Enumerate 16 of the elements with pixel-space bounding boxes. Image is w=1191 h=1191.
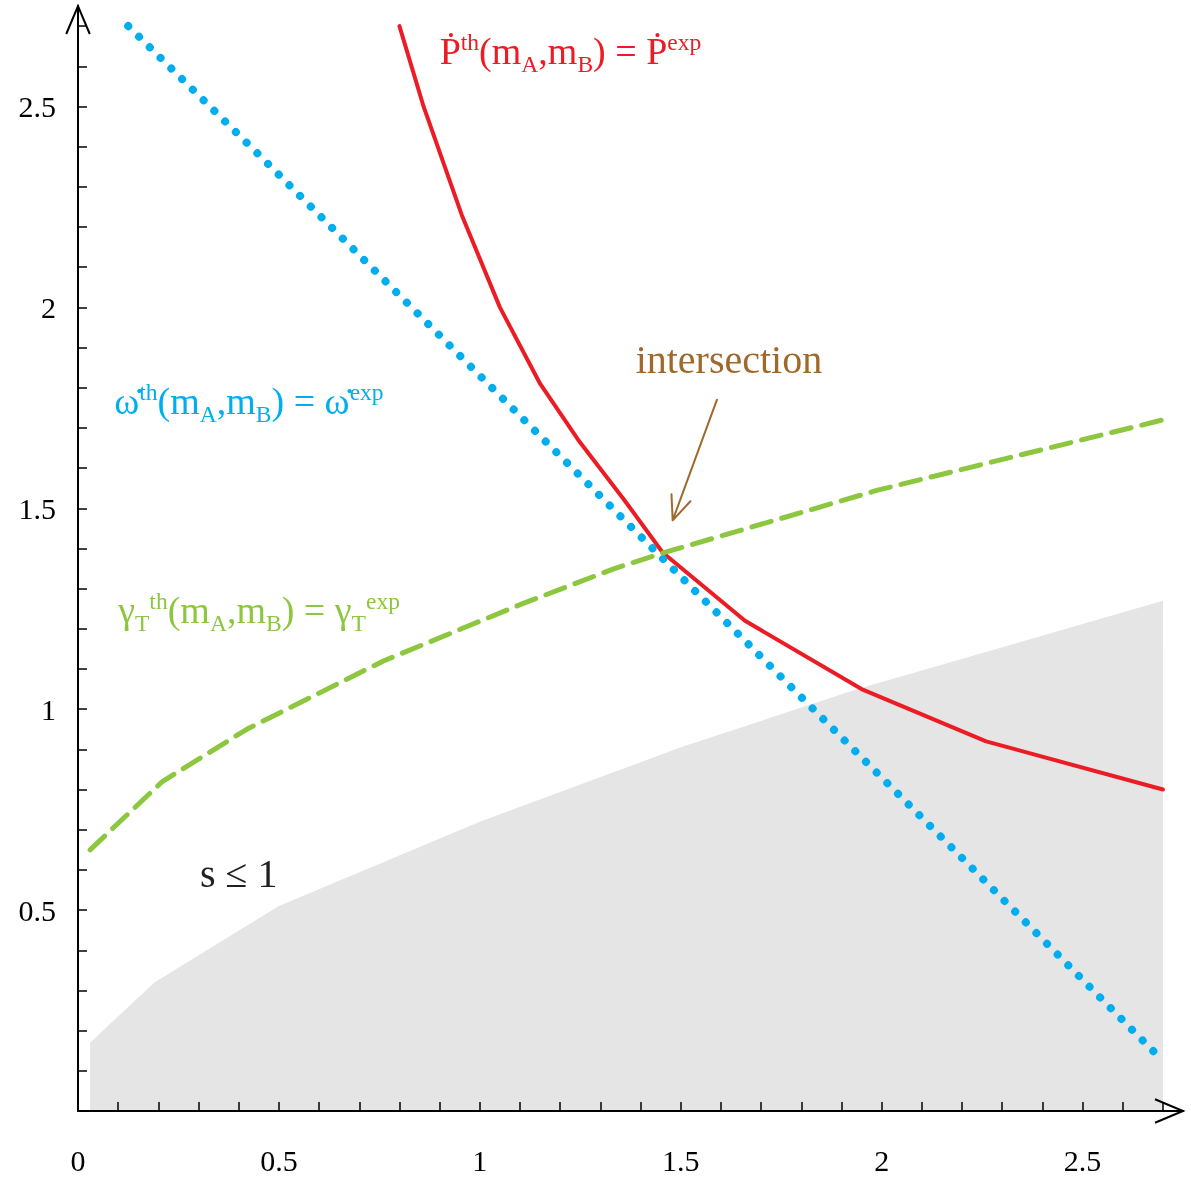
- x-tick-label: 1.5: [661, 1143, 700, 1177]
- y-tick-label: 2: [41, 290, 56, 324]
- y-tick-label: 2.5: [18, 89, 56, 123]
- line-series: [397, 24, 1165, 792]
- series-label: ω̇$^{th}$(m$_{A}$,m$_{B}$) = ω̇$^{exp}$: [114, 378, 384, 428]
- annotation: s ≤ 1: [199, 850, 278, 896]
- y-tick-label: 1.5: [18, 491, 56, 525]
- annotation: intersection: [635, 336, 823, 382]
- x-tick-label: 2: [874, 1143, 890, 1177]
- x-tick-label: 1: [472, 1143, 488, 1177]
- y-tick-label: 1: [41, 692, 56, 726]
- y-tick-label: 0.5: [18, 893, 56, 927]
- x-tick-label: 0.5: [260, 1143, 298, 1177]
- x-tick-label: 0: [70, 1143, 86, 1177]
- series-label: Ṗ$^{th}$(m$_{A}$,m$_{B}$) = Ṗ$^{exp}$: [439, 29, 702, 78]
- x-tick-label: 2.5: [1063, 1143, 1102, 1177]
